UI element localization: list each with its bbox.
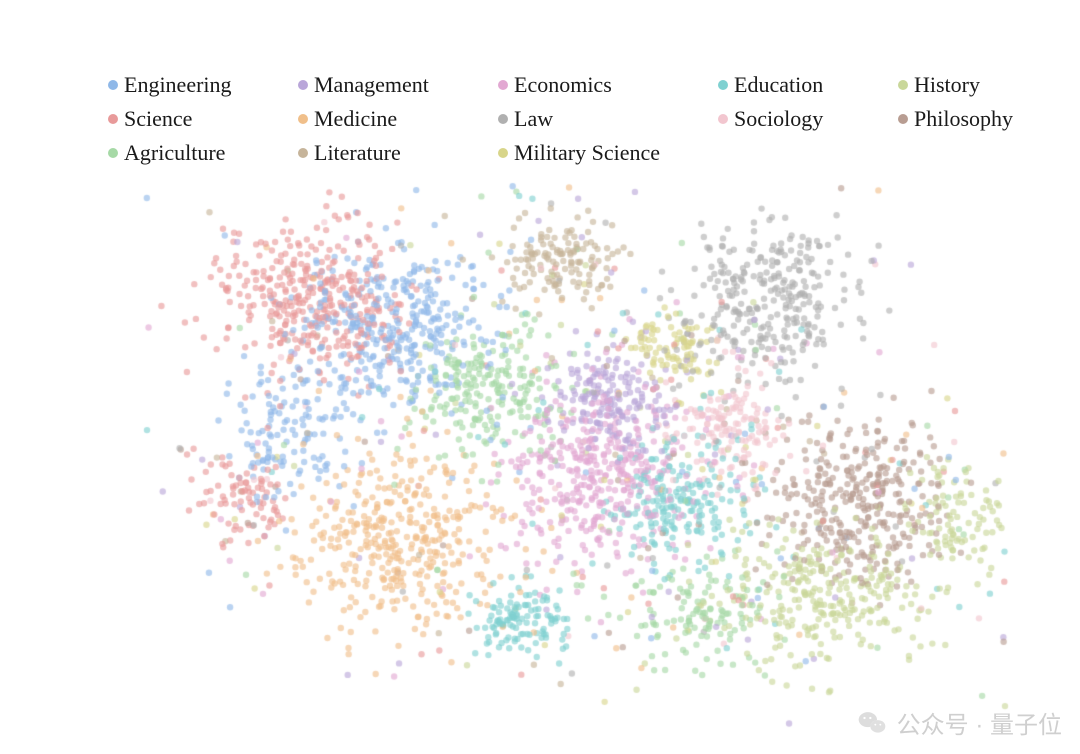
watermark: 公众号 · 量子位 [857,705,1062,740]
watermark-text: 公众号 · 量子位 [897,705,1062,740]
tsne-scatter-plot [0,0,1080,754]
wechat-icon [857,708,887,738]
